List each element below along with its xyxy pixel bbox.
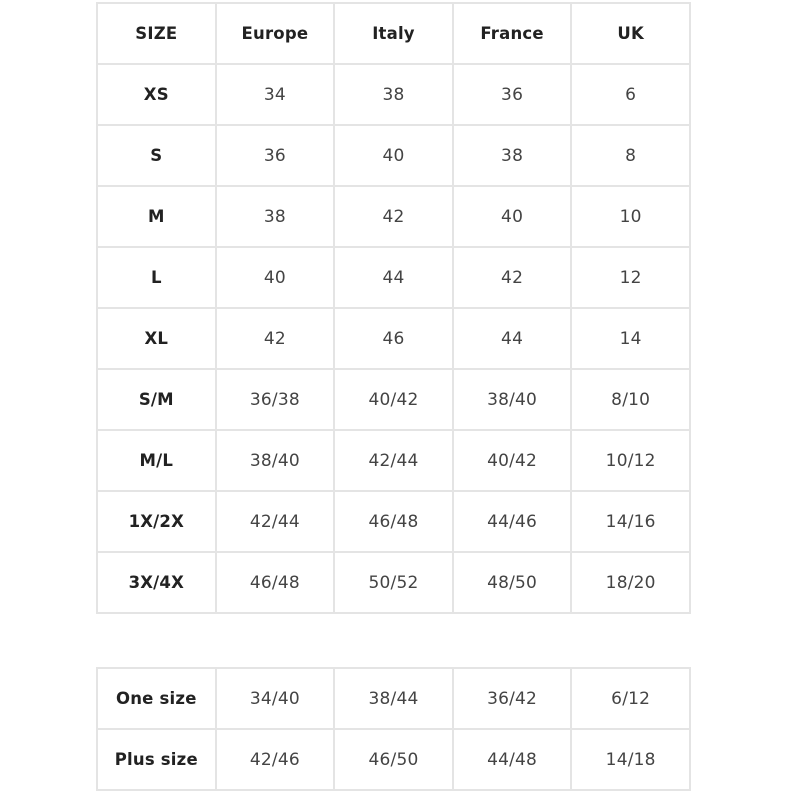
size-label-cell: M xyxy=(96,185,217,248)
size-label-cell: M/L xyxy=(96,429,217,492)
column-header: SIZE xyxy=(96,2,217,65)
table-row: L 40 44 42 12 xyxy=(96,246,691,309)
size-value-cell: 36 xyxy=(451,63,573,126)
header-row: SIZE Europe Italy France UK xyxy=(96,2,691,65)
table-row: 1X/2X 42/44 46/48 44/46 14/16 xyxy=(96,490,691,553)
size-value-cell: 48/50 xyxy=(451,551,573,614)
size-value-cell: 42 xyxy=(451,246,573,309)
size-value-cell: 38 xyxy=(214,185,336,248)
size-value-cell: 40/42 xyxy=(333,368,454,431)
table-row: S/M 36/38 40/42 38/40 8/10 xyxy=(96,368,691,431)
size-value-cell: 38/40 xyxy=(451,368,573,431)
table-row: M/L 38/40 42/44 40/42 10/12 xyxy=(96,429,691,492)
size-label-cell: S xyxy=(96,124,217,187)
size-label-cell: XL xyxy=(96,307,217,370)
size-value-cell: 40/42 xyxy=(451,429,573,492)
size-label-cell: Plus size xyxy=(96,728,217,791)
column-header: UK xyxy=(570,2,691,65)
size-value-cell: 40 xyxy=(214,246,336,309)
size-value-cell: 12 xyxy=(570,246,691,309)
column-header: Europe xyxy=(214,2,336,65)
size-value-cell: 42/44 xyxy=(214,490,336,553)
size-value-cell: 36/38 xyxy=(214,368,336,431)
table-row: Plus size 42/46 46/50 44/48 14/18 xyxy=(96,728,691,791)
size-value-cell: 42/44 xyxy=(333,429,454,492)
size-value-cell: 8 xyxy=(570,124,691,187)
size-label-cell: 3X/4X xyxy=(96,551,217,614)
size-label-cell: S/M xyxy=(96,368,217,431)
size-value-cell: 10 xyxy=(570,185,691,248)
size-value-cell: 40 xyxy=(451,185,573,248)
size-label-cell: L xyxy=(96,246,217,309)
size-value-cell: 42 xyxy=(333,185,454,248)
size-value-cell: 44 xyxy=(451,307,573,370)
size-value-cell: 46 xyxy=(333,307,454,370)
size-value-cell: 34 xyxy=(214,63,336,126)
size-value-cell: 14/16 xyxy=(570,490,691,553)
size-label-cell: XS xyxy=(96,63,217,126)
size-label-cell: 1X/2X xyxy=(96,490,217,553)
table-row: One size 34/40 38/44 36/42 6/12 xyxy=(96,667,691,730)
size-value-cell: 38 xyxy=(451,124,573,187)
size-value-cell: 44 xyxy=(333,246,454,309)
table-row: S 36 40 38 8 xyxy=(96,124,691,187)
size-value-cell: 42 xyxy=(214,307,336,370)
size-value-cell: 36 xyxy=(214,124,336,187)
column-header: Italy xyxy=(333,2,454,65)
column-header: France xyxy=(451,2,573,65)
size-label-cell: One size xyxy=(96,667,217,730)
size-value-cell: 8/10 xyxy=(570,368,691,431)
size-value-cell: 42/46 xyxy=(214,728,336,791)
table-row: XS 34 38 36 6 xyxy=(96,63,691,126)
size-value-cell: 38/40 xyxy=(214,429,336,492)
size-value-cell: 14 xyxy=(570,307,691,370)
size-value-cell: 44/46 xyxy=(451,490,573,553)
size-chart-table: SIZE Europe Italy France UK XS 34 38 36 6 S 36 40 38… xyxy=(96,2,691,614)
size-value-cell: 34/40 xyxy=(214,667,336,730)
size-value-cell: 46/48 xyxy=(214,551,336,614)
size-value-cell: 18/20 xyxy=(570,551,691,614)
table-row: XL 42 46 44 14 xyxy=(96,307,691,370)
size-value-cell: 6 xyxy=(570,63,691,126)
size-value-cell: 44/48 xyxy=(451,728,573,791)
size-value-cell: 46/50 xyxy=(333,728,454,791)
size-value-cell: 36/42 xyxy=(451,667,573,730)
special-sizes-table: One size 34/40 38/44 36/42 6/12 Plus size 42/4… xyxy=(96,667,691,791)
size-value-cell: 6/12 xyxy=(570,667,691,730)
size-value-cell: 38/44 xyxy=(333,667,454,730)
size-value-cell: 38 xyxy=(333,63,454,126)
table-row: M 38 42 40 10 xyxy=(96,185,691,248)
size-value-cell: 46/48 xyxy=(333,490,454,553)
table-row: 3X/4X 46/48 50/52 48/50 18/20 xyxy=(96,551,691,614)
size-value-cell: 50/52 xyxy=(333,551,454,614)
size-value-cell: 40 xyxy=(333,124,454,187)
size-value-cell: 10/12 xyxy=(570,429,691,492)
size-value-cell: 14/18 xyxy=(570,728,691,791)
